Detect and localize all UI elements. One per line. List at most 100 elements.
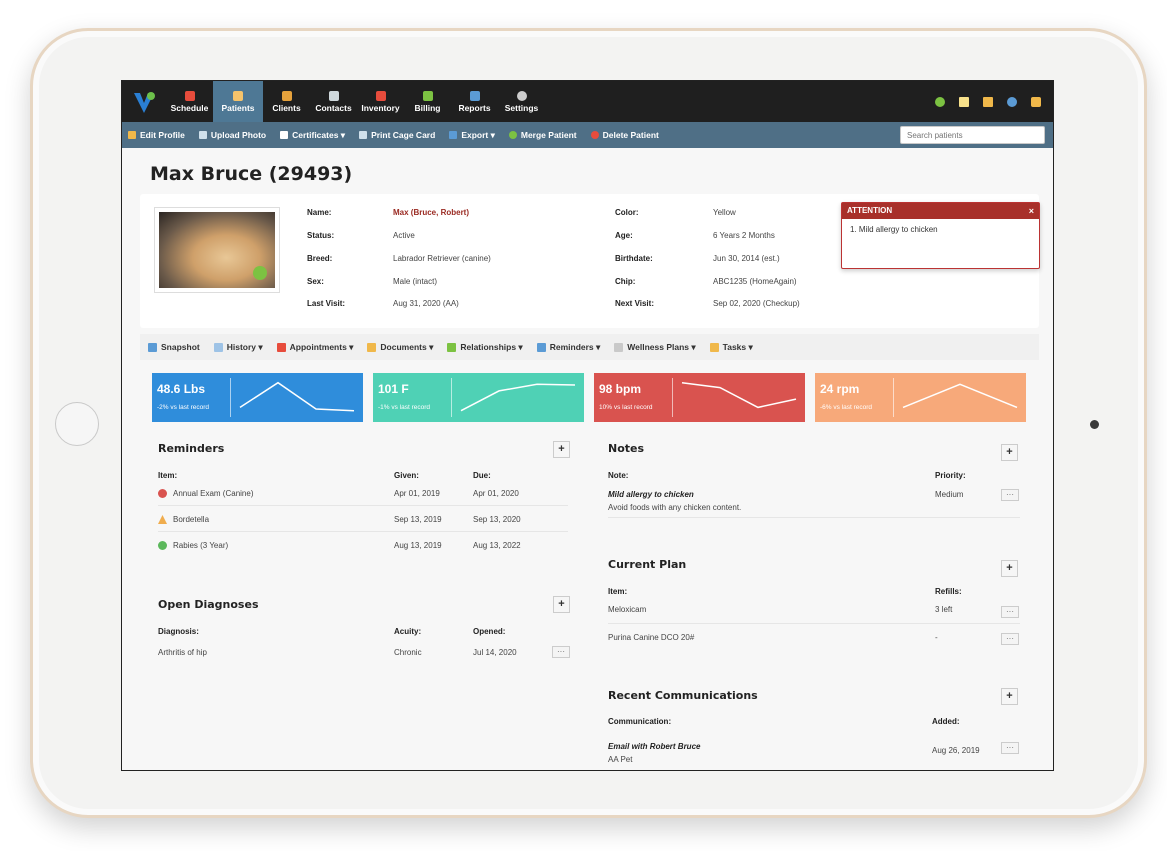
- export-button[interactable]: Export ▾: [449, 130, 495, 141]
- row-divider: [608, 623, 1020, 624]
- nav-inventory[interactable]: Inventory: [357, 81, 404, 122]
- vital-sparkline: [902, 383, 1018, 409]
- nav-schedule[interactable]: Schedule: [166, 81, 213, 122]
- communications-title: Recent Communications: [608, 689, 758, 702]
- vital-sparkline: [460, 383, 576, 412]
- delete-patient-button[interactable]: Delete Patient: [590, 130, 659, 140]
- nav-billing[interactable]: Billing: [404, 81, 451, 122]
- nav-label: Clients: [272, 102, 301, 113]
- top-navigation: Schedule Patients Clients Contacts Inven…: [122, 81, 1053, 122]
- online-status-icon[interactable]: [935, 96, 945, 107]
- plan-item[interactable]: Meloxicam: [608, 605, 647, 614]
- plan-more-button[interactable]: ···: [1001, 633, 1019, 645]
- notes-title: Notes: [608, 442, 645, 455]
- nav-clients[interactable]: Clients: [263, 81, 310, 122]
- vital-respiration[interactable]: 24 rpm -6% vs last record: [815, 373, 1026, 422]
- nav-contacts[interactable]: Contacts: [310, 81, 357, 122]
- merge-patient-button[interactable]: Merge Patient: [508, 130, 577, 140]
- vital-change: -6% vs last record: [820, 404, 873, 411]
- add-reminder-button[interactable]: +: [553, 441, 570, 458]
- nav-settings[interactable]: Settings: [498, 81, 545, 122]
- delete-icon: [590, 131, 599, 139]
- tab-label: Documents ▾: [380, 341, 434, 352]
- diagnosis-acuity: Chronic: [394, 648, 422, 657]
- overdue-icon: [158, 489, 167, 498]
- col-note: Note:: [608, 471, 629, 480]
- row-divider: [608, 517, 1020, 518]
- nav-label: Schedule: [170, 102, 209, 113]
- vital-heart-rate[interactable]: 98 bpm 10% vs last record: [594, 373, 805, 422]
- note-title[interactable]: Mild allergy to chicken: [608, 490, 694, 499]
- age-value: 6 Years 2 Months: [713, 231, 775, 240]
- tab-wellness-plans[interactable]: Wellness Plans ▾: [614, 342, 696, 353]
- col-acuity: Acuity:: [394, 627, 422, 636]
- diagnosis-name[interactable]: Arthritis of hip: [158, 648, 207, 657]
- edit-profile-label: Edit Profile: [140, 130, 185, 140]
- diagnosis-more-button[interactable]: ···: [552, 646, 570, 658]
- reminder-item[interactable]: Rabies (3 Year): [173, 541, 229, 550]
- relationships-icon: [447, 342, 457, 352]
- bar-chart-icon: [469, 90, 480, 101]
- name-value[interactable]: Max (Bruce, Robert): [393, 208, 470, 217]
- tab-appointments[interactable]: Appointments ▾: [276, 341, 354, 353]
- vital-sparkline: [681, 381, 797, 409]
- next-visit-value: Sep 02, 2020 (Checkup): [713, 299, 800, 308]
- plan-item[interactable]: Purina Canine DCO 20#: [608, 633, 695, 642]
- close-icon[interactable]: ×: [1028, 206, 1034, 216]
- vital-temperature[interactable]: 101 F -1% vs last record: [373, 373, 584, 422]
- logo-icon: [134, 91, 155, 113]
- reminder-given: Aug 13, 2019: [394, 541, 442, 550]
- page-title: Max Bruce (29493): [150, 163, 353, 185]
- tab-history[interactable]: History ▾: [213, 342, 263, 353]
- upload-photo-button[interactable]: Upload Photo: [198, 130, 266, 140]
- document-icon[interactable]: [959, 96, 969, 107]
- tasks-icon: [709, 342, 719, 352]
- vital-sparkline: [239, 381, 355, 412]
- tab-documents[interactable]: Documents ▾: [367, 342, 433, 353]
- home-button[interactable]: [55, 402, 99, 446]
- certificates-button[interactable]: Certificates ▾: [280, 130, 345, 141]
- vital-change: -2% vs last record: [157, 404, 210, 411]
- add-communication-button[interactable]: +: [1001, 688, 1018, 705]
- certificates-label: Certificates ▾: [292, 129, 346, 140]
- plan-more-button[interactable]: ···: [1001, 606, 1019, 618]
- tab-tasks[interactable]: Tasks ▾: [709, 342, 753, 353]
- refresh-icon[interactable]: [253, 266, 267, 280]
- last-visit-label: Last Visit:: [307, 299, 346, 308]
- pill-icon: [375, 90, 386, 101]
- reminder-item[interactable]: Annual Exam (Canine): [173, 489, 254, 498]
- edit-profile-button[interactable]: Edit Profile: [128, 130, 185, 140]
- tab-reminders[interactable]: Reminders ▾: [536, 342, 600, 353]
- camera-dot: [1090, 420, 1099, 429]
- tab-label: Appointments ▾: [289, 341, 354, 352]
- add-diagnosis-button[interactable]: +: [553, 596, 570, 613]
- chip-value: ABC1235 (HomeAgain): [713, 277, 797, 286]
- megaphone-icon[interactable]: [983, 96, 993, 107]
- add-note-button[interactable]: +: [1001, 444, 1018, 461]
- calendar-icon: [276, 342, 286, 352]
- vital-change: 10% vs last record: [599, 404, 653, 411]
- nav-patients[interactable]: Patients: [213, 81, 263, 122]
- search-input[interactable]: [900, 126, 1045, 144]
- vital-divider: [672, 378, 673, 417]
- add-plan-item-button[interactable]: +: [1001, 560, 1018, 577]
- tab-snapshot[interactable]: Snapshot: [148, 342, 200, 352]
- reminders-icon: [536, 342, 546, 352]
- tab-relationships[interactable]: Relationships ▾: [447, 342, 523, 353]
- communication-title[interactable]: Email with Robert Bruce: [608, 742, 701, 751]
- lock-icon[interactable]: [1031, 96, 1041, 107]
- status-value: Active: [393, 231, 415, 240]
- help-icon[interactable]: [1007, 96, 1017, 107]
- merge-patient-label: Merge Patient: [520, 130, 577, 140]
- nav-reports[interactable]: Reports: [451, 81, 498, 122]
- app-logo[interactable]: [122, 81, 166, 122]
- note-more-button[interactable]: ···: [1001, 489, 1019, 501]
- chip-label: Chip:: [615, 277, 636, 286]
- birthdate-value: Jun 30, 2014 (est.): [713, 254, 780, 263]
- status-label: Status:: [307, 231, 335, 240]
- reminder-item[interactable]: Bordetella: [173, 515, 210, 524]
- communication-more-button[interactable]: ···: [1001, 742, 1019, 754]
- print-cage-card-button[interactable]: Print Cage Card: [359, 130, 435, 140]
- patient-photo[interactable]: [154, 207, 280, 293]
- vital-weight[interactable]: 48.6 Lbs -2% vs last record: [152, 373, 363, 422]
